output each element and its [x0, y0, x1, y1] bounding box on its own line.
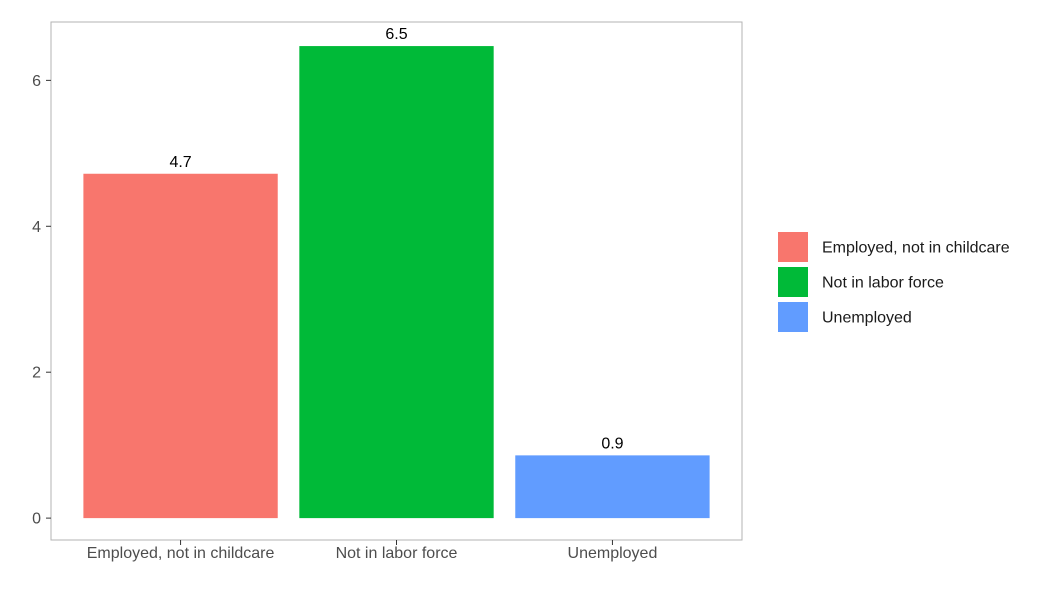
- bar: [83, 173, 278, 519]
- bar: [515, 455, 710, 519]
- y-tick-label: 4: [32, 219, 41, 236]
- y-axis: 0 2 4 6: [32, 73, 51, 528]
- x-axis: Employed, not in childcare Not in labor f…: [87, 540, 658, 562]
- legend: Employed, not in childcare Not in labor f…: [778, 232, 1010, 332]
- bar-data-label: 0.9: [601, 435, 623, 452]
- bar-data-label: 6.5: [385, 26, 407, 43]
- x-tick-label: Employed, not in childcare: [87, 545, 275, 562]
- y-tick-label: 2: [32, 365, 41, 382]
- y-tick-label: 6: [32, 73, 41, 90]
- legend-key: [778, 302, 808, 332]
- legend-key: [778, 232, 808, 262]
- legend-label: Employed, not in childcare: [822, 240, 1010, 257]
- x-tick-label: Not in labor force: [336, 545, 458, 562]
- x-tick-label: Unemployed: [568, 545, 658, 562]
- y-tick-label: 0: [32, 511, 41, 528]
- bar: [299, 46, 494, 519]
- legend-label: Unemployed: [822, 310, 912, 327]
- bars: [83, 46, 710, 519]
- legend-key: [778, 267, 808, 297]
- bar-labels: 4.7 6.5 0.9: [169, 26, 623, 452]
- bar-data-label: 4.7: [169, 154, 191, 171]
- legend-label: Not in labor force: [822, 275, 944, 292]
